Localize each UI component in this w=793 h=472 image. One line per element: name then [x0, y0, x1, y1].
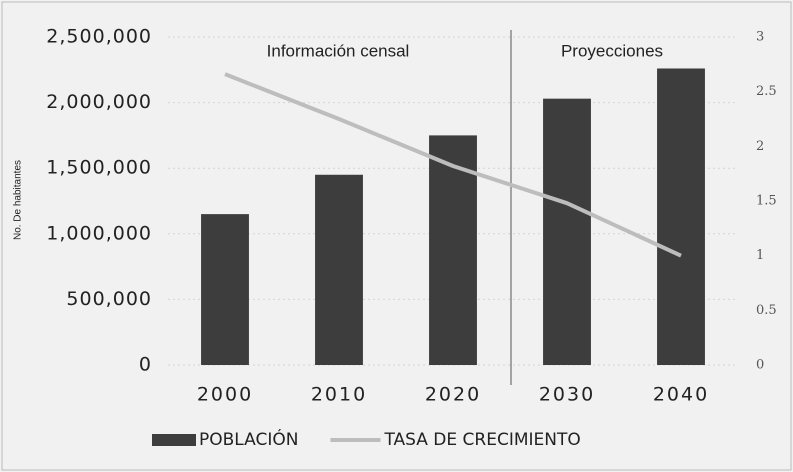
x-tick-label: 2030: [539, 384, 595, 406]
bar: [657, 68, 705, 365]
legend-swatch: [152, 434, 196, 446]
y2-tick-label: 0: [756, 358, 764, 373]
y-tick-label: 2,500,000: [46, 26, 152, 48]
x-tick-label: 2000: [197, 384, 253, 406]
y-tick-label: 2,000,000: [46, 91, 152, 113]
y2-tick-label: 1.5: [756, 194, 777, 209]
y-tick-label: 500,000: [66, 288, 152, 310]
y2-tick-label: 2.5: [756, 84, 777, 99]
bar: [543, 99, 591, 365]
legend-label: TASA DE CRECIMIENTO: [383, 430, 580, 450]
y2-tick-label: 2: [756, 139, 764, 154]
y-tick-label: 1,000,000: [46, 222, 152, 244]
bar: [315, 175, 363, 365]
annotation: Proyecciones: [561, 41, 663, 60]
legend-label: POBLACIÓN: [199, 428, 298, 450]
x-tick-label: 2010: [311, 384, 367, 406]
y-axis-label: No. De habitantes: [13, 160, 24, 240]
annotation: Información censal: [267, 41, 410, 60]
y-tick-label: 1,500,000: [46, 157, 152, 179]
y2-tick-label: 0.5: [756, 303, 777, 318]
bar: [201, 214, 249, 365]
y2-tick-label: 1: [756, 248, 764, 263]
x-tick-label: 2040: [653, 384, 709, 406]
y-tick-label: 0: [139, 354, 152, 376]
y2-tick-label: 3: [756, 30, 764, 45]
chart: No. De habitantes Información censal Pro…: [0, 0, 793, 472]
x-tick-label: 2020: [425, 384, 481, 406]
